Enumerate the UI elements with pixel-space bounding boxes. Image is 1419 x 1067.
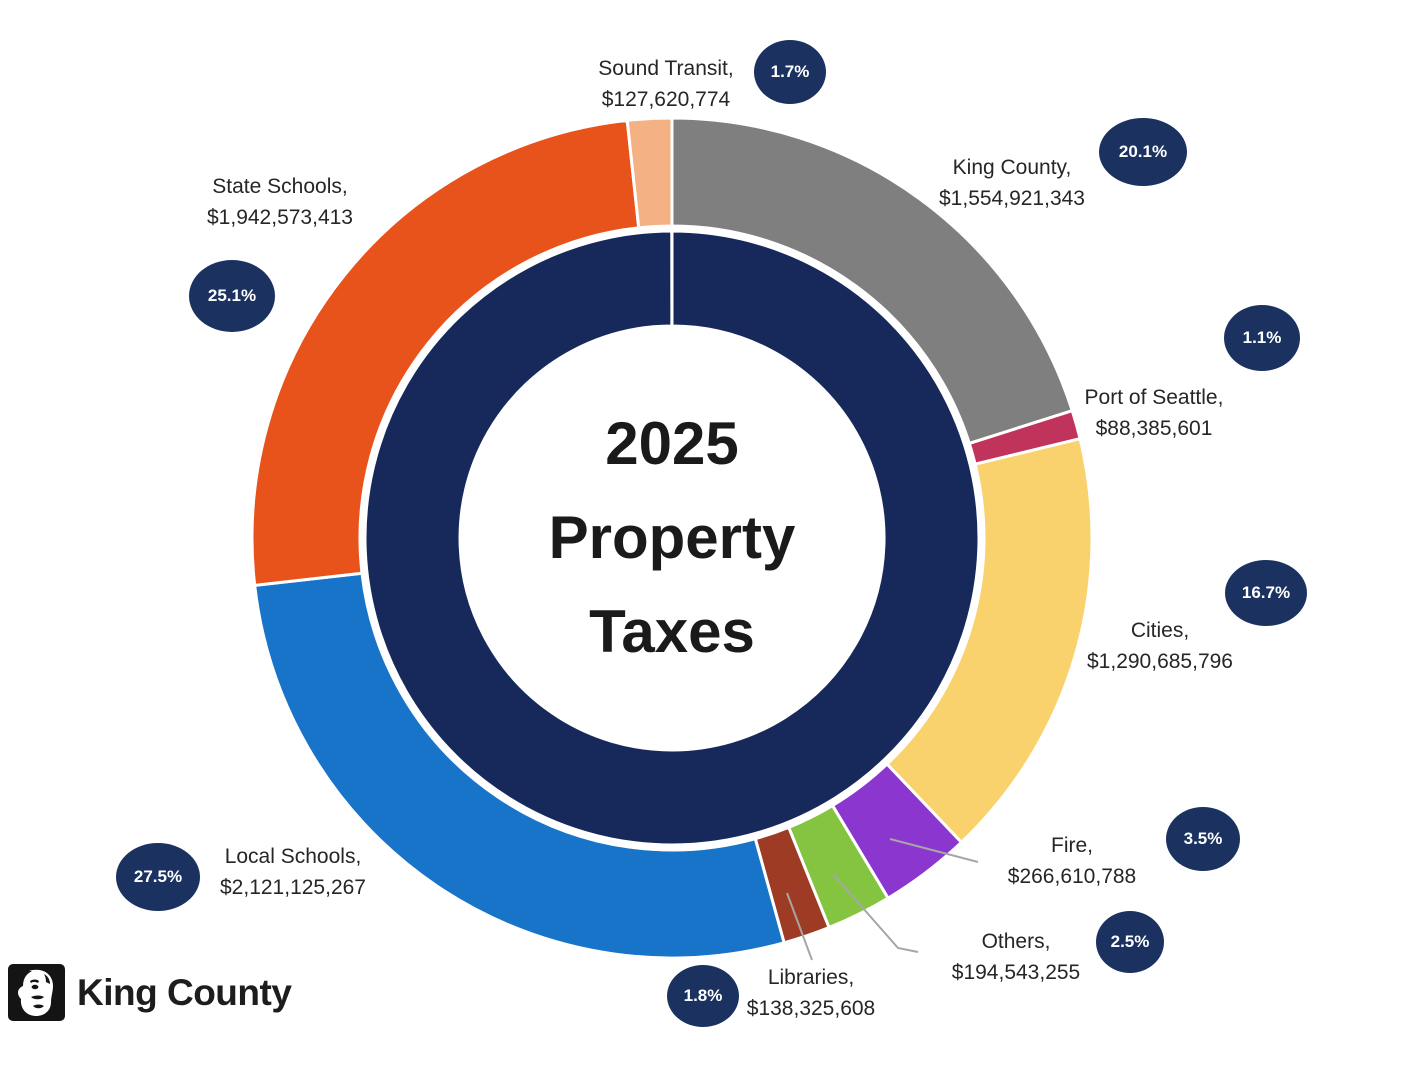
segment-value: $2,121,125,267 [220, 876, 366, 899]
segment-value: $194,543,255 [951, 961, 1081, 984]
label-libraries: Libraries, $138,325,608 [747, 962, 875, 1024]
donut-segments [250, 116, 1094, 960]
inner-ring [363, 229, 981, 847]
label-local-schools: Local Schools, $2,121,125,267 [220, 841, 366, 903]
badge-percent: 27.5% [133, 867, 183, 886]
segment-value: $88,385,601 [1095, 417, 1213, 440]
leader-lines [786, 838, 979, 961]
badge-percent: 2.5% [1110, 932, 1150, 951]
segment-name: Libraries, [767, 966, 855, 989]
chart-center-title: 2025 Property Taxes [442, 397, 902, 679]
label-state-schools: State Schools, $1,942,573,413 [207, 171, 353, 233]
badge-local-schools: 27.5% [116, 843, 200, 911]
badge-fire: 3.5% [1166, 807, 1240, 871]
segment-king-county [670, 116, 1074, 445]
badge-port-of-seattle: 1.1% [1224, 305, 1300, 371]
segment-local-schools [253, 571, 786, 960]
segment-name: State Schools, [212, 175, 348, 198]
badge-state-schools: 25.1% [189, 260, 275, 332]
segment-value: $1,554,921,343 [939, 187, 1085, 210]
segment-name: King County, [952, 156, 1072, 179]
badge-libraries: 1.8% [667, 965, 739, 1027]
segment-value: $266,610,788 [1007, 865, 1137, 888]
segment-sound-transit [625, 116, 674, 230]
segment-name: Fire, [1051, 834, 1093, 857]
leader-line-fire [889, 838, 979, 863]
segment-value: $1,942,573,413 [207, 206, 353, 229]
badge-percent: 25.1% [207, 286, 257, 305]
segment-value: $138,325,608 [746, 997, 876, 1020]
leader-line-libraries [786, 892, 813, 961]
label-king-county: King County, $1,554,921,343 [939, 152, 1085, 214]
label-others: Others, $194,543,255 [952, 926, 1080, 988]
segment-name: Sound Transit, [598, 57, 734, 80]
label-fire: Fire, $266,610,788 [1008, 830, 1136, 892]
badge-percent: 1.7% [770, 62, 810, 81]
center-title-word2: Taxes [589, 598, 755, 665]
segment-value: $127,620,774 [601, 88, 731, 111]
mlk-face-icon [8, 964, 65, 1021]
segment-name: Cities, [1130, 619, 1190, 642]
segment-state-schools [250, 118, 641, 587]
segment-name: Others, [981, 930, 1051, 953]
label-sound-transit: Sound Transit, $127,620,774 [598, 53, 733, 115]
segment-name: Local Schools, [224, 845, 362, 868]
badge-king-county: 20.1% [1099, 118, 1187, 186]
badge-sound-transit: 1.7% [754, 40, 826, 104]
segment-name: Port of Seattle, [1084, 386, 1224, 409]
label-port-of-seattle: Port of Seattle, $88,385,601 [1085, 382, 1224, 444]
logo-wordmark: King County [77, 971, 292, 1013]
badge-others: 2.5% [1096, 911, 1164, 973]
center-title-word1: Property [548, 504, 796, 571]
leader-line-others [832, 873, 919, 953]
center-title-year: 2025 [605, 410, 739, 477]
segment-value: $1,290,685,796 [1087, 650, 1233, 673]
badge-percent: 1.8% [683, 986, 723, 1005]
badge-percent: 3.5% [1183, 829, 1223, 848]
badge-percent: 16.7% [1241, 583, 1291, 602]
badge-percent: 1.1% [1242, 328, 1282, 347]
badge-cities: 16.7% [1225, 560, 1307, 626]
king-county-logo: King County [8, 964, 292, 1021]
label-cities: Cities, $1,290,685,796 [1087, 615, 1233, 677]
badge-percent: 20.1% [1118, 142, 1168, 161]
